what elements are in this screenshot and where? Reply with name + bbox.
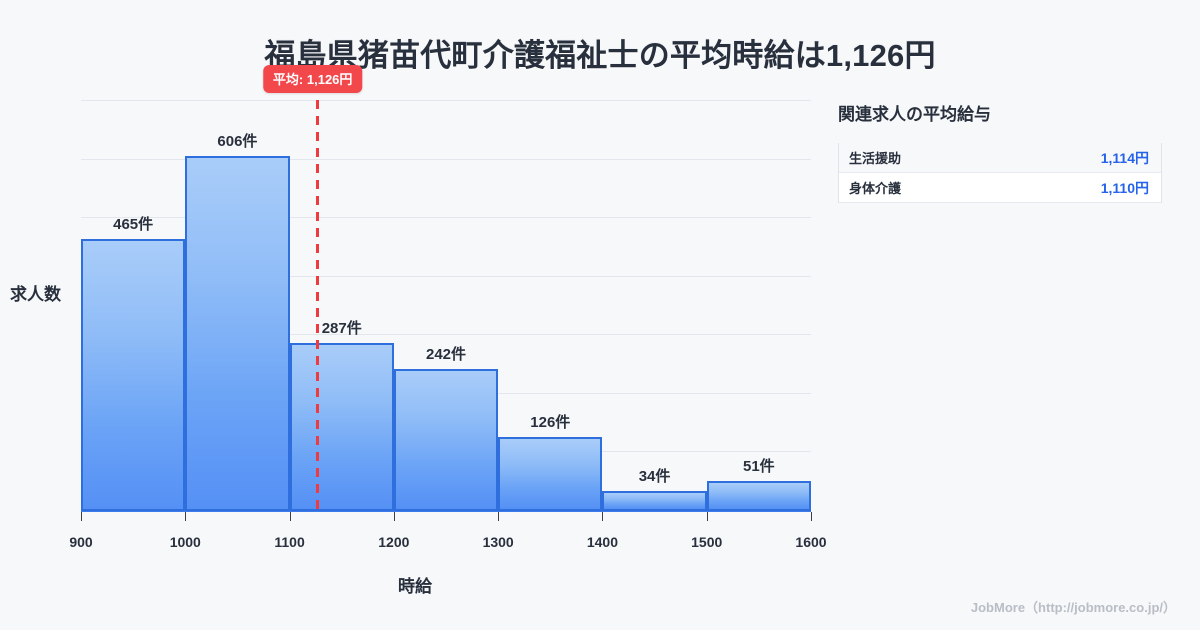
histogram-bar	[602, 491, 707, 511]
x-axis-tick	[706, 512, 708, 521]
gridline	[81, 158, 811, 160]
bar-value-label: 606件	[217, 133, 258, 151]
x-axis-tick	[289, 512, 291, 521]
x-axis-tick	[393, 512, 395, 521]
average-badge: 平均: 1,126円	[262, 65, 363, 93]
histogram-bar	[289, 342, 394, 511]
panel-heading: 関連求人の平均給与	[838, 105, 991, 124]
bar-value-label: 34件	[638, 468, 671, 486]
bar-value-label: 126件	[530, 414, 571, 432]
histogram-bar	[393, 369, 499, 511]
page-title: 福島県猪苗代町介護福祉士の平均時給は1,126円	[264, 38, 936, 73]
bar-value-label: 465件	[113, 215, 154, 233]
x-axis-tick-label: 1200	[378, 534, 410, 550]
histogram-bar	[185, 156, 290, 511]
salary-row-value: 1,114円	[1100, 149, 1149, 166]
salary-row-value: 1,110円	[1100, 179, 1149, 196]
x-axis-tick-label: 1100	[274, 534, 305, 550]
salary-row-label: 身体介護	[849, 181, 902, 196]
salary-table: 生活援助 1,114円身体介護 1,110円	[838, 143, 1162, 203]
x-axis-tick	[602, 512, 604, 521]
plot-area: 465件 606件 287件 242件 126件 34件 51件 平均: 1,126円 900 1…	[69, 65, 827, 550]
bar-value-label: 287件	[321, 319, 362, 337]
x-axis-tick-label: 1400	[586, 534, 618, 550]
gridline	[81, 275, 811, 277]
bar-value-label: 242件	[425, 346, 467, 364]
x-axis-baseline	[81, 510, 811, 512]
x-axis-tick	[811, 512, 812, 521]
related-salary-panel: 関連求人の平均給与 生活援助 1,114円身体介護 1,110円	[836, 100, 1166, 203]
x-axis-tick-label: 1500	[691, 534, 723, 550]
footer-watermark: JobMore（http://jobmore.co.jp/）	[970, 600, 1176, 615]
salary-table-row: 生活援助 1,114円	[839, 143, 1161, 173]
salary-table-row: 身体介護 1,110円	[839, 173, 1161, 203]
y-axis-title: 求人数	[10, 285, 61, 304]
bar-value-label: 51件	[743, 458, 775, 476]
x-axis-tick-label: 1300	[482, 534, 514, 550]
histogram-bar	[498, 437, 603, 511]
gridline	[81, 334, 811, 336]
x-axis-title: 時給	[398, 577, 432, 596]
gridline	[81, 100, 811, 101]
average-marker-line	[315, 100, 319, 511]
gridline	[81, 217, 811, 219]
x-axis-tick	[498, 512, 500, 521]
x-axis-tick-label: 900	[69, 534, 93, 550]
salary-row-label: 生活援助	[849, 151, 902, 166]
histogram-bar	[706, 481, 811, 511]
x-axis-tick	[81, 512, 82, 521]
x-axis-tick	[185, 512, 187, 521]
histogram-bar	[81, 238, 186, 511]
histogram-chart: 求人数 465件 606件 287件 242件 126件 34件 51件 平均: 1,126円…	[10, 65, 827, 596]
x-axis-tick-label: 1600	[795, 534, 827, 550]
x-axis-tick-label: 1000	[169, 534, 201, 550]
